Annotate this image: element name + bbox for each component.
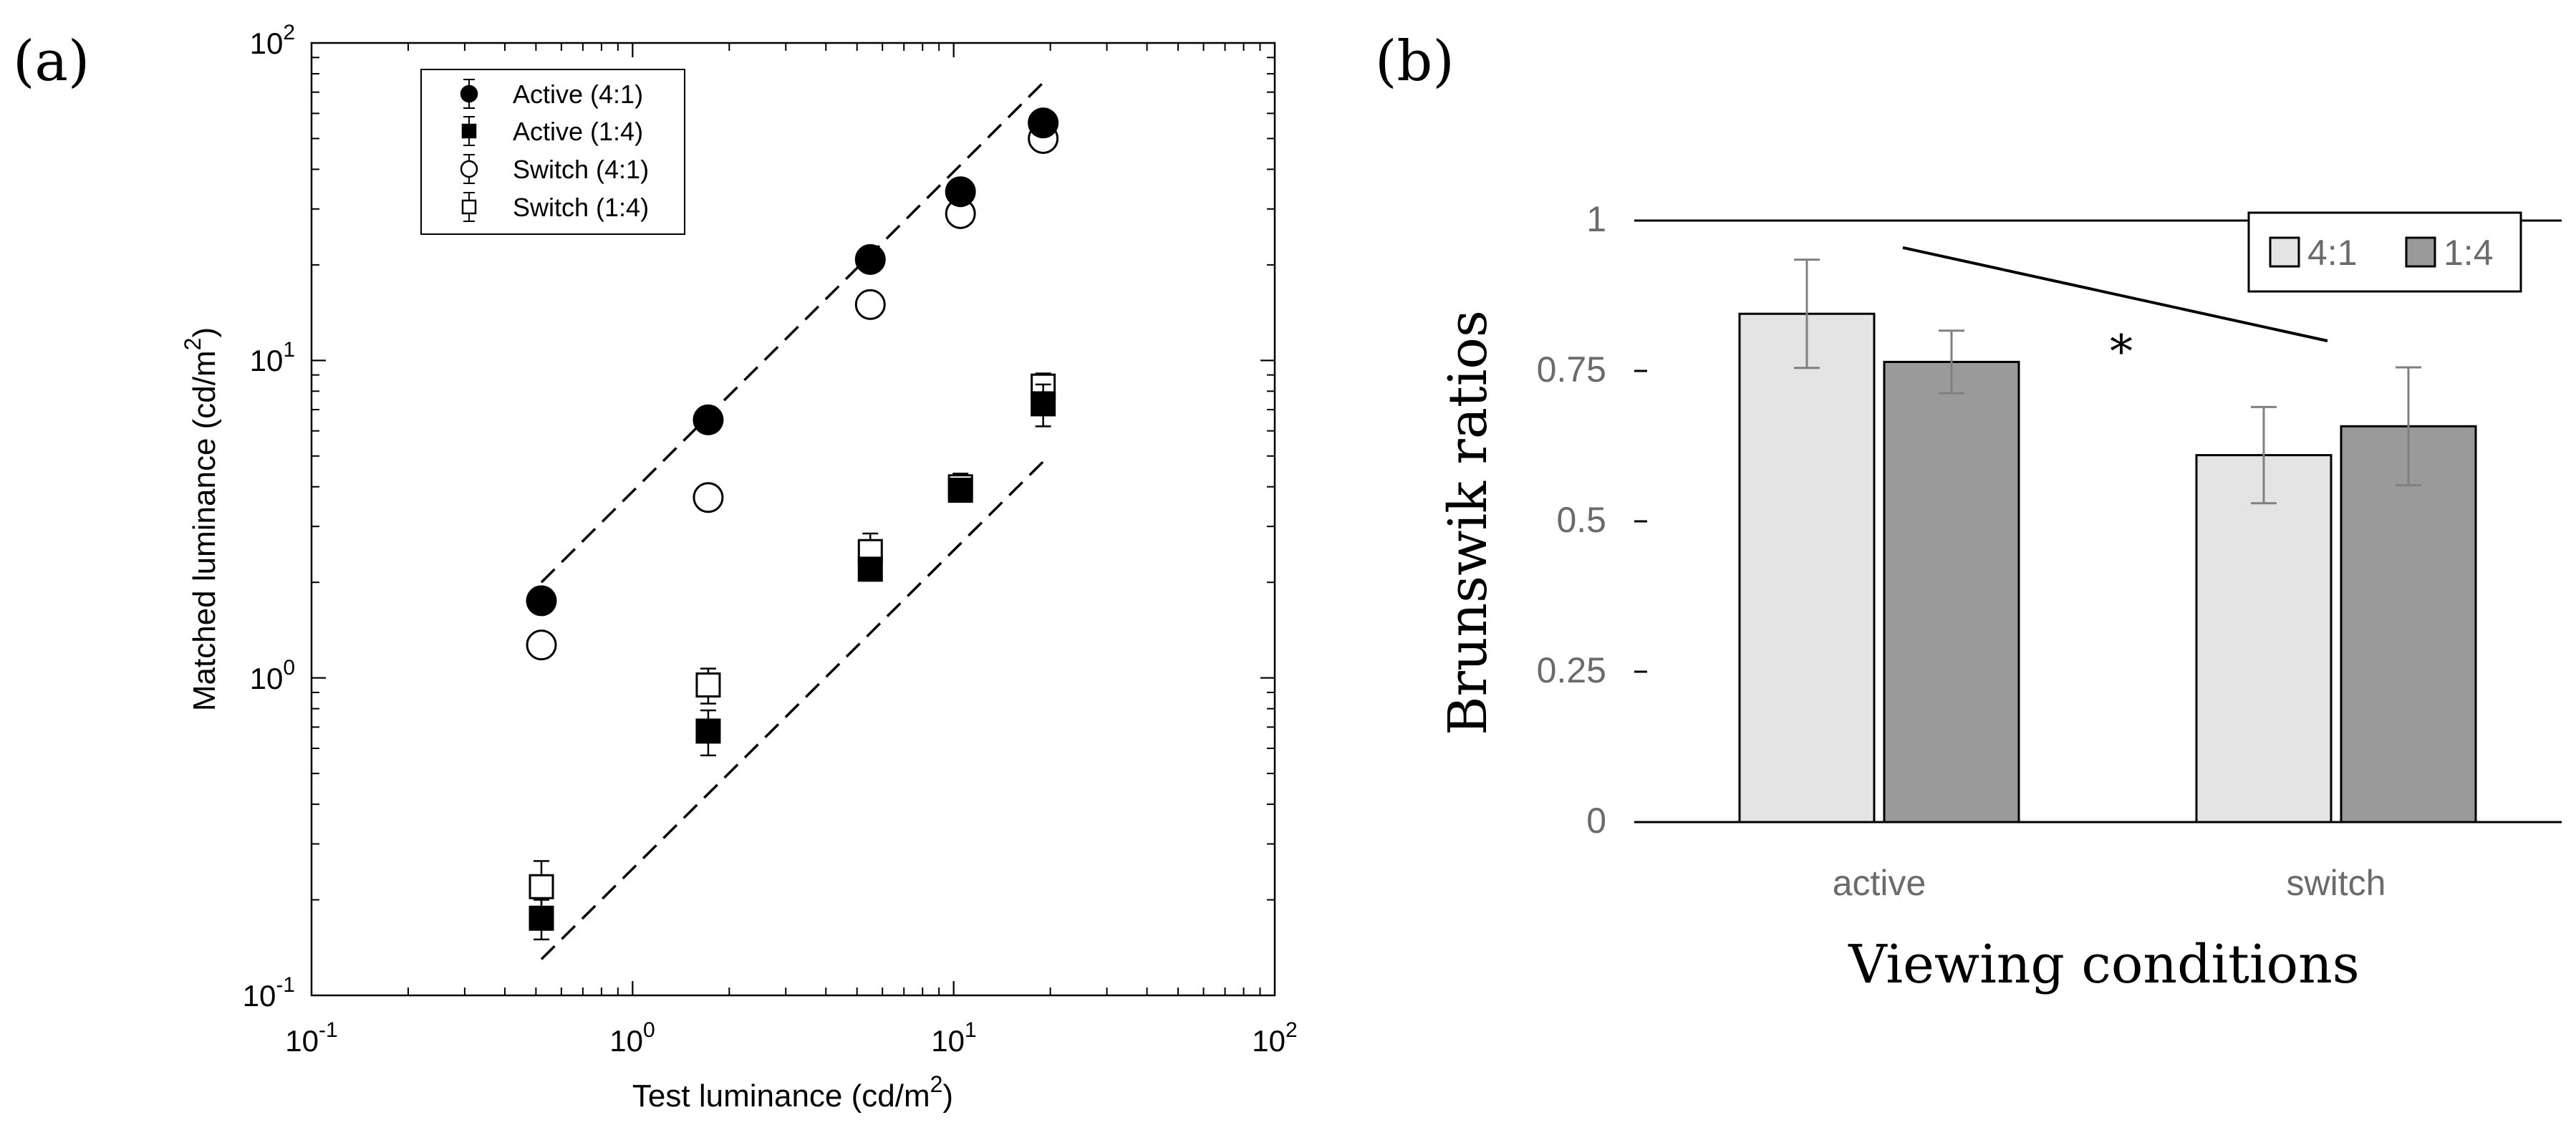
bar-active-1-4: [1883, 360, 2020, 824]
bar-switch-4-1: [2195, 454, 2333, 824]
xtick-exp: 2: [1285, 1018, 1298, 1042]
ytick-exp: 0: [283, 656, 295, 680]
b-legend-label-4-1: 4:1: [2307, 233, 2358, 273]
panel-b-ytick-marks: [1634, 219, 1647, 824]
b-ytick-label-0-5: 0.5: [1556, 500, 1606, 540]
panel-a-legend: Active (4:1) Active (1:4) Switch (4:1) S…: [420, 69, 685, 235]
legend-marker-switch-4-1: [460, 160, 478, 178]
panel-a-ylabel: Matched luminance (cd/m2): [180, 327, 222, 711]
data-point-active-1-4: [857, 556, 883, 582]
data-point-active-1-4: [529, 905, 554, 931]
panel-b-legend: 4:1 1:4: [2247, 211, 2522, 293]
panel-a-ticks: [311, 42, 1275, 996]
panel-b: (b) Brunswik ratios 0 0.25 0.5 0.75 1 ac…: [1375, 29, 2562, 995]
panel-a-xlabel: Test luminance (cd/m2): [632, 1071, 953, 1114]
legend-markers: [460, 79, 478, 222]
panel-b-xtick-labels: active switch: [1833, 863, 2386, 903]
ytick-base: 10: [243, 979, 276, 1013]
xtick-label-0-1: 10-1: [285, 1018, 337, 1058]
significance-marker: *: [2110, 326, 2133, 379]
xtick-label-10: 101: [931, 1018, 976, 1058]
xtick-exp: 1: [965, 1018, 977, 1042]
ytick-label-0-1: 10-1: [243, 973, 295, 1013]
b-ytick-label-0: 0: [1586, 801, 1606, 841]
legend-label-switch-4-1: Switch (4:1): [513, 155, 649, 184]
legend-label-switch-1-4: Switch (1:4): [513, 193, 649, 222]
data-point-active-1-4: [1031, 391, 1056, 417]
panel-a: (a) 10-1 100 101 102 10-1 100 101 102 Te…: [13, 21, 1298, 1114]
bar-switch-1-4: [2340, 425, 2477, 824]
ytick-base: 10: [250, 344, 284, 377]
xtick-label-1: 100: [609, 1018, 655, 1058]
legend-swatch-1-4: [2405, 236, 2436, 268]
data-point-active-4-1: [854, 243, 886, 275]
xtick-base: 10: [609, 1024, 643, 1058]
data-point-active-4-1: [526, 585, 557, 617]
ytick-label-1: 100: [250, 656, 295, 695]
ytick-label-10: 101: [250, 338, 295, 377]
data-point-switch-1-4: [695, 672, 721, 698]
panel-b-bars: [1738, 259, 2477, 824]
ytick-exp: 1: [283, 338, 295, 362]
bar-active-4-1: [1738, 312, 1876, 824]
panel-a-label: (a): [13, 29, 90, 94]
data-point-active-4-1: [1028, 107, 1059, 139]
panel-a-ytick-labels: 10-1 100 101 102: [243, 21, 295, 1013]
data-point-active-1-4: [947, 478, 973, 503]
panel-a-data-points: [526, 107, 1059, 941]
legend-marker-active-1-4: [461, 123, 477, 139]
data-point-active-4-1: [945, 176, 976, 208]
xtick-exp: -1: [319, 1018, 338, 1042]
data-point-switch-4-1: [693, 482, 724, 513]
xtick-base: 10: [1252, 1024, 1285, 1058]
xtick-label-100: 102: [1252, 1018, 1297, 1058]
ytick-base: 10: [250, 26, 284, 60]
b-ytick-label-0-75: 0.75: [1537, 349, 1606, 390]
xtick-base: 10: [931, 1024, 965, 1058]
legend-label-active-4-1: Active (4:1): [513, 79, 643, 109]
data-point-active-4-1: [693, 404, 724, 435]
xtick-exp: 0: [643, 1018, 655, 1042]
legend-swatch-4-1: [2269, 236, 2300, 268]
data-point-switch-1-4: [529, 874, 554, 899]
xtick-base: 10: [285, 1024, 319, 1058]
reference-line-upper: [540, 82, 1044, 584]
ytick-exp: -1: [276, 973, 295, 997]
reference-line-lower: [540, 460, 1044, 960]
panel-b-ylabel: Brunswik ratios: [1437, 310, 1499, 735]
b-xtick-label-switch: switch: [2287, 863, 2386, 903]
ytick-label-100: 102: [250, 21, 295, 60]
b-ytick-label-1: 1: [1586, 199, 1606, 239]
ytick-base: 10: [250, 662, 284, 695]
panel-b-xlabel: Viewing conditions: [1848, 934, 2359, 995]
panel-a-xtick-labels: 10-1 100 101 102: [285, 1018, 1297, 1058]
legend-marker-active-4-1: [460, 85, 478, 103]
data-point-switch-4-1: [854, 289, 886, 320]
data-point-switch-4-1: [526, 629, 557, 661]
data-point-active-1-4: [695, 718, 721, 744]
b-legend-label-1-4: 1:4: [2444, 233, 2494, 273]
panel-b-ytick-labels: 0 0.25 0.5 0.75 1: [1537, 199, 1606, 841]
panel-b-label: (b): [1375, 29, 1455, 94]
panel-a-reference-lines: [540, 82, 1044, 960]
significance-line: [1902, 246, 2328, 342]
b-xtick-label-active: active: [1833, 863, 1926, 903]
b-ytick-label-0-25: 0.25: [1537, 650, 1606, 690]
legend-marker-switch-1-4: [461, 199, 477, 215]
ytick-exp: 2: [283, 21, 295, 44]
legend-label-active-1-4: Active (1:4): [513, 117, 643, 146]
